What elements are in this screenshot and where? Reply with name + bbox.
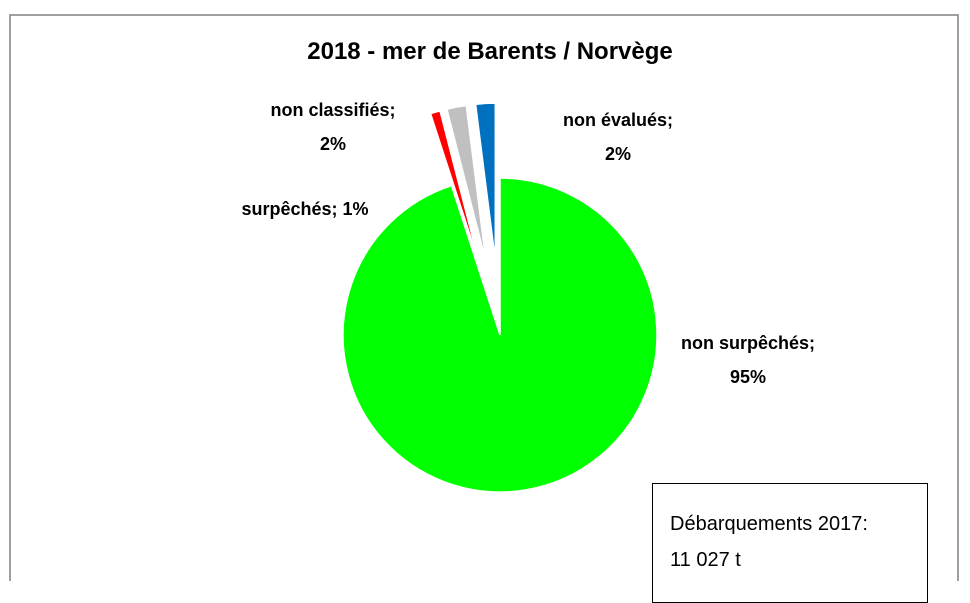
page: 2018 - mer de Barents / Norvège non surp…	[9, 14, 959, 603]
label-text: 95%	[729, 367, 767, 387]
label-text: non surpêchés;	[680, 333, 816, 353]
pie-slice	[429, 109, 480, 264]
label-text: non classifiés;	[270, 100, 396, 120]
label-text: 2%	[319, 134, 346, 154]
label-text: 1%	[342, 199, 369, 219]
slice-label: non classifiés; 2%	[243, 93, 423, 161]
slice-label: non surpêchés; 95%	[678, 326, 818, 394]
pie	[342, 102, 658, 493]
label-text: 2%	[604, 144, 631, 164]
pie-slice	[474, 102, 497, 261]
label-text: non évalués;	[562, 110, 674, 130]
annotation: 11 027 t	[670, 549, 741, 571]
chart-title: 2018 - mer de Barents / Norvège	[307, 38, 673, 65]
annotation-box: Débarquements 2017: 11 027 t	[652, 483, 928, 603]
slice-label: non évalués; 2%	[528, 103, 708, 171]
chart	[9, 14, 959, 581]
pie-slice	[342, 177, 658, 493]
annotation: Débarquements 2017:	[670, 513, 868, 535]
slice-label: surpêchés; 1%	[205, 192, 405, 226]
pie-slice	[445, 104, 487, 262]
label-text: surpêchés;	[241, 199, 338, 219]
